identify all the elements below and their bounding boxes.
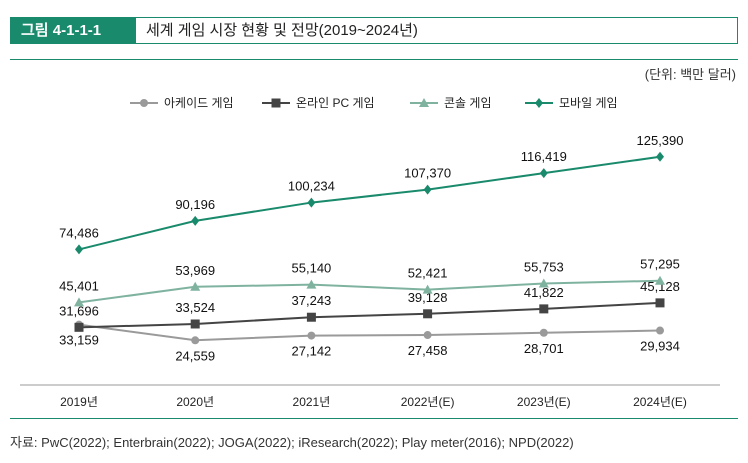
data-label: 37,243 — [292, 293, 332, 308]
x-tick-label: 2020년 — [176, 395, 214, 409]
data-label: 27,458 — [408, 343, 448, 358]
x-tick-label: 2019년 — [60, 395, 98, 409]
data-point — [190, 319, 200, 329]
series-line — [78, 323, 661, 342]
data-point — [655, 275, 665, 285]
legend-item: 온라인 PC 게임 — [262, 96, 375, 110]
data-label: 45,128 — [640, 279, 680, 294]
data-point — [191, 215, 200, 226]
data-label: 55,140 — [292, 261, 332, 276]
figure-title: 세계 게임 시장 현황 및 전망(2019~2024년) — [146, 22, 418, 39]
data-point — [655, 298, 665, 308]
source-note: 자료: PwC(2022); Enterbrain(2022); JOGA(20… — [10, 435, 574, 450]
data-label: 53,969 — [175, 263, 215, 278]
line-chart: 2019년 2020년 2021년 2022년(E) 2023년(E) 2024년(E) 아… — [20, 96, 720, 409]
bottom-rule — [10, 418, 738, 419]
series-line — [78, 155, 661, 251]
legend-marker-icon — [140, 99, 148, 107]
data-label: 57,295 — [640, 257, 680, 272]
data-point — [656, 326, 664, 335]
x-tick-label: 2021년 — [293, 395, 331, 409]
legend-label: 모바일 게임 — [559, 96, 618, 110]
series-line — [78, 279, 661, 304]
data-label: 107,370 — [404, 166, 451, 181]
top-rule — [10, 59, 738, 60]
figure-header: 그림 4-1-1-1 세계 게임 시장 현황 및 전망(2019~2024년) — [10, 17, 738, 44]
data-point — [423, 309, 433, 319]
data-point — [539, 328, 548, 337]
data-point — [74, 297, 84, 307]
data-point — [306, 279, 317, 289]
legend-item: 아케이드 게임 — [130, 96, 234, 110]
data-point — [539, 304, 549, 314]
data-label: 100,234 — [288, 179, 335, 194]
data-label: 55,753 — [524, 260, 564, 275]
data-label: 90,196 — [175, 197, 215, 212]
data-label: 74,486 — [59, 225, 99, 240]
data-label: 45,401 — [59, 278, 99, 293]
data-label: 29,934 — [640, 339, 680, 354]
data-label: 24,559 — [175, 348, 215, 363]
data-point — [422, 284, 433, 294]
series-line — [78, 301, 661, 329]
data-label: 27,142 — [292, 344, 332, 359]
legend-item: 모바일 게임 — [525, 96, 618, 110]
data-point — [538, 278, 549, 288]
data-label: 39,128 — [408, 290, 448, 305]
data-label: 33,159 — [59, 333, 99, 348]
data-label: 41,822 — [524, 285, 564, 300]
x-tick-label: 2024년(E) — [633, 395, 687, 409]
data-label: 33,524 — [175, 300, 215, 315]
data-point — [191, 336, 200, 345]
legend-label: 아케이드 게임 — [164, 96, 234, 110]
unit-label: (단위: 백만 달러) — [644, 67, 736, 82]
data-point — [307, 197, 316, 208]
data-point — [656, 151, 664, 162]
data-point — [74, 322, 84, 332]
data-label: 28,701 — [524, 341, 564, 356]
figure-number: 그림 4-1-1-1 — [11, 18, 136, 43]
data-label: 125,390 — [637, 133, 684, 148]
legend-marker-icon — [535, 98, 543, 108]
data-point — [75, 244, 83, 255]
legend-label: 콘솔 게임 — [444, 96, 492, 110]
legend-marker-icon — [419, 98, 429, 107]
data-label: 116,419 — [521, 149, 567, 164]
legend-marker-icon — [271, 98, 281, 108]
legend-item: 콘솔 게임 — [410, 96, 492, 110]
data-point — [190, 281, 201, 291]
data-point — [306, 312, 316, 322]
x-tick-label: 2022년(E) — [401, 395, 455, 409]
data-point — [307, 331, 316, 340]
x-tick-label: 2023년(E) — [517, 395, 571, 409]
data-label: 52,421 — [408, 266, 448, 281]
data-point — [423, 184, 432, 195]
data-point — [539, 168, 548, 179]
legend-label: 온라인 PC 게임 — [296, 96, 375, 110]
data-point — [423, 331, 432, 340]
data-label: 31,696 — [59, 303, 99, 318]
